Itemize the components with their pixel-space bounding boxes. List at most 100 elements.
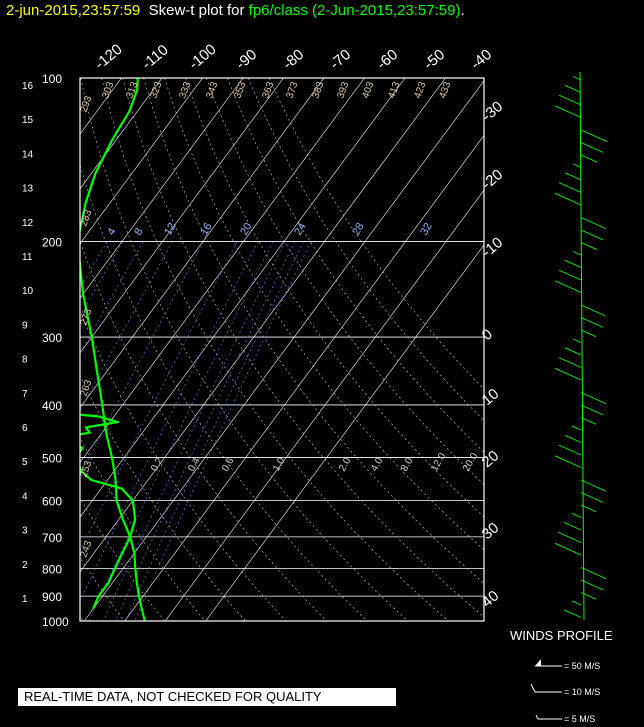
- isobar-label: 100: [42, 72, 62, 86]
- mixing-ratio-line: [80, 241, 259, 602]
- height-label: 9: [22, 320, 28, 331]
- wind-barb: [563, 521, 582, 531]
- wind-barb: [572, 250, 582, 256]
- isotherm-line: [80, 78, 365, 463]
- isobar-label: 1000: [42, 615, 69, 629]
- mixing-ratio-line: [115, 241, 296, 621]
- wind-barb: [572, 163, 582, 168]
- wind-barb: [554, 455, 582, 468]
- wind-barb: [554, 542, 582, 556]
- isobar-label: 800: [42, 562, 62, 576]
- isobar-label: 700: [42, 531, 62, 545]
- dry-adiabat-label: 383: [310, 80, 326, 100]
- wind-barb: [580, 492, 604, 503]
- wind-barb: [580, 417, 597, 425]
- dry-adiabat-label: 263: [78, 378, 94, 398]
- wind-barb: [558, 94, 582, 106]
- chart-header: 2-jun-2015,23:57:59 Skew-t plot for fp6/…: [6, 2, 465, 19]
- wind-barb: [580, 404, 604, 416]
- isotherm-line: [0, 78, 41, 621]
- wind-barb: [558, 269, 582, 281]
- wind-barb: [580, 129, 608, 143]
- height-label: 1: [22, 594, 28, 605]
- isotherm-top-label: -60: [374, 46, 402, 73]
- wind-barb: [563, 609, 582, 618]
- isobar-label: 400: [42, 399, 62, 413]
- isotherm-right-label: -30: [479, 98, 507, 125]
- dry-adiabat: [122, 78, 484, 618]
- wind-barb: [557, 531, 582, 543]
- height-label: 14: [22, 149, 34, 160]
- mixing-ratio-label: 16: [198, 221, 215, 238]
- isotherm-top-label: -70: [327, 46, 355, 73]
- legend-flag-icon: [535, 659, 541, 666]
- isotherm-line: [205, 244, 484, 621]
- isotherm-line: [80, 78, 203, 245]
- wind-barb: [554, 280, 582, 293]
- mixing-ratio-label: 32: [418, 221, 435, 238]
- isotherm-line: [124, 134, 484, 621]
- dry-adiabat: [227, 78, 484, 453]
- wind-barb: [558, 444, 582, 456]
- wind-barb: [571, 513, 582, 518]
- temperature-trace: [80, 78, 146, 621]
- mixing-ratio-line: [80, 241, 238, 552]
- wind-legend-label: = 5 M/S: [564, 714, 595, 724]
- isotherm-top-label: -110: [139, 41, 172, 73]
- wind-barb: [580, 592, 597, 600]
- dry-adiabat-label: 373: [284, 80, 300, 100]
- mixing-ratio-line: [125, 241, 304, 621]
- height-label: 4: [22, 491, 28, 502]
- isobar-label: 900: [42, 590, 62, 604]
- isotherm-line: [80, 78, 163, 190]
- wind-legend-label: = 50 M/S: [564, 661, 600, 671]
- legend-barb-icon: [530, 683, 536, 693]
- isotherm-right-label: -20: [479, 166, 507, 193]
- mixing-ratio-line: [80, 241, 205, 476]
- plot-frame: [79, 77, 485, 622]
- dry-adiabat: [80, 78, 408, 621]
- dry-adiabat-label: 243: [78, 539, 94, 559]
- isotherm-line: [80, 78, 284, 354]
- lower-mixing-ratio-label: 20.0: [461, 451, 480, 474]
- wind-barb: [580, 479, 607, 492]
- wind-barb: [580, 154, 598, 163]
- isotherm-right-label: 40: [479, 587, 503, 611]
- isotherm-line: [80, 78, 446, 573]
- mixing-ratio-line: [80, 241, 83, 246]
- height-label: 11: [22, 252, 33, 263]
- isobar-label: 500: [42, 452, 62, 466]
- dry-adiabat-label: 293: [78, 94, 94, 114]
- dry-adiabat: [185, 78, 484, 518]
- dry-adiabat: [164, 78, 484, 551]
- wind-barb: [571, 600, 582, 606]
- mixing-ratio-label: 8: [132, 226, 145, 237]
- dry-adiabat-label: 253: [78, 459, 94, 479]
- isotherm-line: [80, 78, 244, 299]
- mixing-ratio-label: 4: [105, 226, 118, 237]
- isotherm-right-label: 30: [479, 519, 503, 543]
- isotherm-right-label: -10: [479, 234, 507, 261]
- mixing-ratio-label: 12: [162, 221, 179, 238]
- dry-adiabat-label: 273: [78, 307, 94, 327]
- isotherm-top-label: -80: [280, 46, 308, 73]
- isotherm-line: [80, 78, 406, 518]
- dry-adiabat: [80, 163, 368, 621]
- lower-mixing-ratio-label: 0.2: [149, 456, 166, 474]
- dry-adiabat: [80, 240, 327, 621]
- winds-profile-title: WINDS PROFILE: [510, 628, 613, 643]
- wind-barb: [564, 172, 582, 181]
- wind-barb: [554, 105, 582, 118]
- wind-barb: [580, 504, 597, 513]
- lower-mixing-ratio-label: 0.4: [186, 456, 203, 474]
- isotherm-line: [80, 78, 325, 409]
- isotherm-right-label: 0: [479, 326, 496, 344]
- wind-barb: [580, 579, 604, 591]
- isotherm-top-label: -50: [421, 46, 449, 73]
- mixing-ratio-label: 28: [350, 221, 367, 238]
- dry-adiabat-label: 323: [148, 80, 164, 100]
- isotherm-top-label: -90: [233, 46, 261, 73]
- isobar-label: 200: [42, 235, 62, 249]
- isotherm-line: [80, 78, 82, 80]
